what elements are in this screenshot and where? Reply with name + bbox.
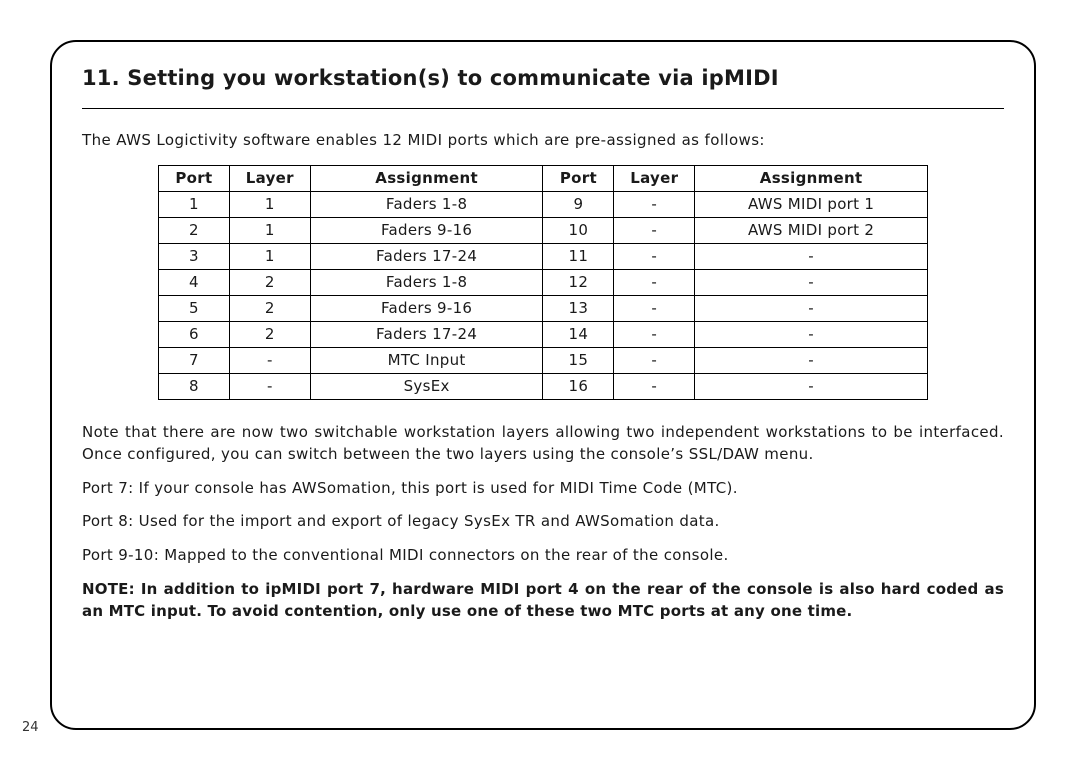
cell-assign: AWS MIDI port 2 [695,218,928,244]
note-text: NOTE: In addition to ipMIDI port 7, hard… [82,579,1004,623]
cell-layer: - [614,218,695,244]
cell-layer: 2 [229,296,310,322]
th-assign-right: Assignment [695,166,928,192]
cell-port: 4 [159,270,230,296]
cell-assign: - [695,296,928,322]
port-table-wrap: Port Layer Assignment Port Layer Assignm… [158,165,928,400]
cell-layer: - [614,244,695,270]
cell-port: 6 [159,322,230,348]
table-row: 1 1 Faders 1-8 9 - AWS MIDI port 1 [159,192,928,218]
paragraph-port8: Port 8: Used for the import and export o… [82,511,1004,533]
cell-port: 5 [159,296,230,322]
paragraph-port910: Port 9-10: Mapped to the conventional MI… [82,545,1004,567]
cell-layer: - [614,296,695,322]
page-frame: 11. Setting you workstation(s) to commun… [50,40,1036,730]
cell-port: 8 [159,374,230,400]
title-divider [82,108,1004,109]
cell-assign: Faders 1-8 [310,192,543,218]
cell-port: 1 [159,192,230,218]
th-layer-right: Layer [614,166,695,192]
table-row: 8 - SysEx 16 - - [159,374,928,400]
paragraph-port7: Port 7: If your console has AWSomation, … [82,478,1004,500]
table-body: 1 1 Faders 1-8 9 - AWS MIDI port 1 2 1 F… [159,192,928,400]
cell-port: 9 [543,192,614,218]
table-row: 4 2 Faders 1-8 12 - - [159,270,928,296]
cell-port: 13 [543,296,614,322]
cell-port: 14 [543,322,614,348]
cell-port: 12 [543,270,614,296]
cell-layer: - [614,192,695,218]
cell-layer: - [614,270,695,296]
cell-port: 7 [159,348,230,374]
cell-assign: Faders 17-24 [310,244,543,270]
table-row: 7 - MTC Input 15 - - [159,348,928,374]
table-row: 2 1 Faders 9-16 10 - AWS MIDI port 2 [159,218,928,244]
table-row: 6 2 Faders 17-24 14 - - [159,322,928,348]
cell-layer: - [229,374,310,400]
cell-assign: MTC Input [310,348,543,374]
intro-text: The AWS Logictivity software enables 12 … [82,131,1004,149]
port-assignment-table: Port Layer Assignment Port Layer Assignm… [158,165,928,400]
cell-layer: 2 [229,322,310,348]
cell-port: 11 [543,244,614,270]
cell-port: 10 [543,218,614,244]
cell-assign: SysEx [310,374,543,400]
cell-assign: AWS MIDI port 1 [695,192,928,218]
th-port-left: Port [159,166,230,192]
page-number: 24 [22,720,39,735]
cell-port: 15 [543,348,614,374]
cell-layer: - [614,348,695,374]
cell-port: 3 [159,244,230,270]
cell-port: 16 [543,374,614,400]
cell-assign: - [695,270,928,296]
cell-assign: Faders 17-24 [310,322,543,348]
cell-layer: - [229,348,310,374]
paragraph-layers: Note that there are now two switchable w… [82,422,1004,466]
table-row: 5 2 Faders 9-16 13 - - [159,296,928,322]
cell-layer: 1 [229,218,310,244]
cell-assign: Faders 9-16 [310,218,543,244]
cell-layer: 1 [229,244,310,270]
cell-layer: - [614,322,695,348]
th-assign-left: Assignment [310,166,543,192]
cell-layer: 1 [229,192,310,218]
th-layer-left: Layer [229,166,310,192]
cell-assign: - [695,374,928,400]
cell-assign: - [695,322,928,348]
cell-layer: - [614,374,695,400]
cell-assign: Faders 1-8 [310,270,543,296]
table-row: 3 1 Faders 17-24 11 - - [159,244,928,270]
cell-assign: - [695,244,928,270]
cell-port: 2 [159,218,230,244]
section-title: 11. Setting you workstation(s) to commun… [82,66,1004,90]
table-header-row: Port Layer Assignment Port Layer Assignm… [159,166,928,192]
cell-assign: - [695,348,928,374]
cell-assign: Faders 9-16 [310,296,543,322]
th-port-right: Port [543,166,614,192]
cell-layer: 2 [229,270,310,296]
